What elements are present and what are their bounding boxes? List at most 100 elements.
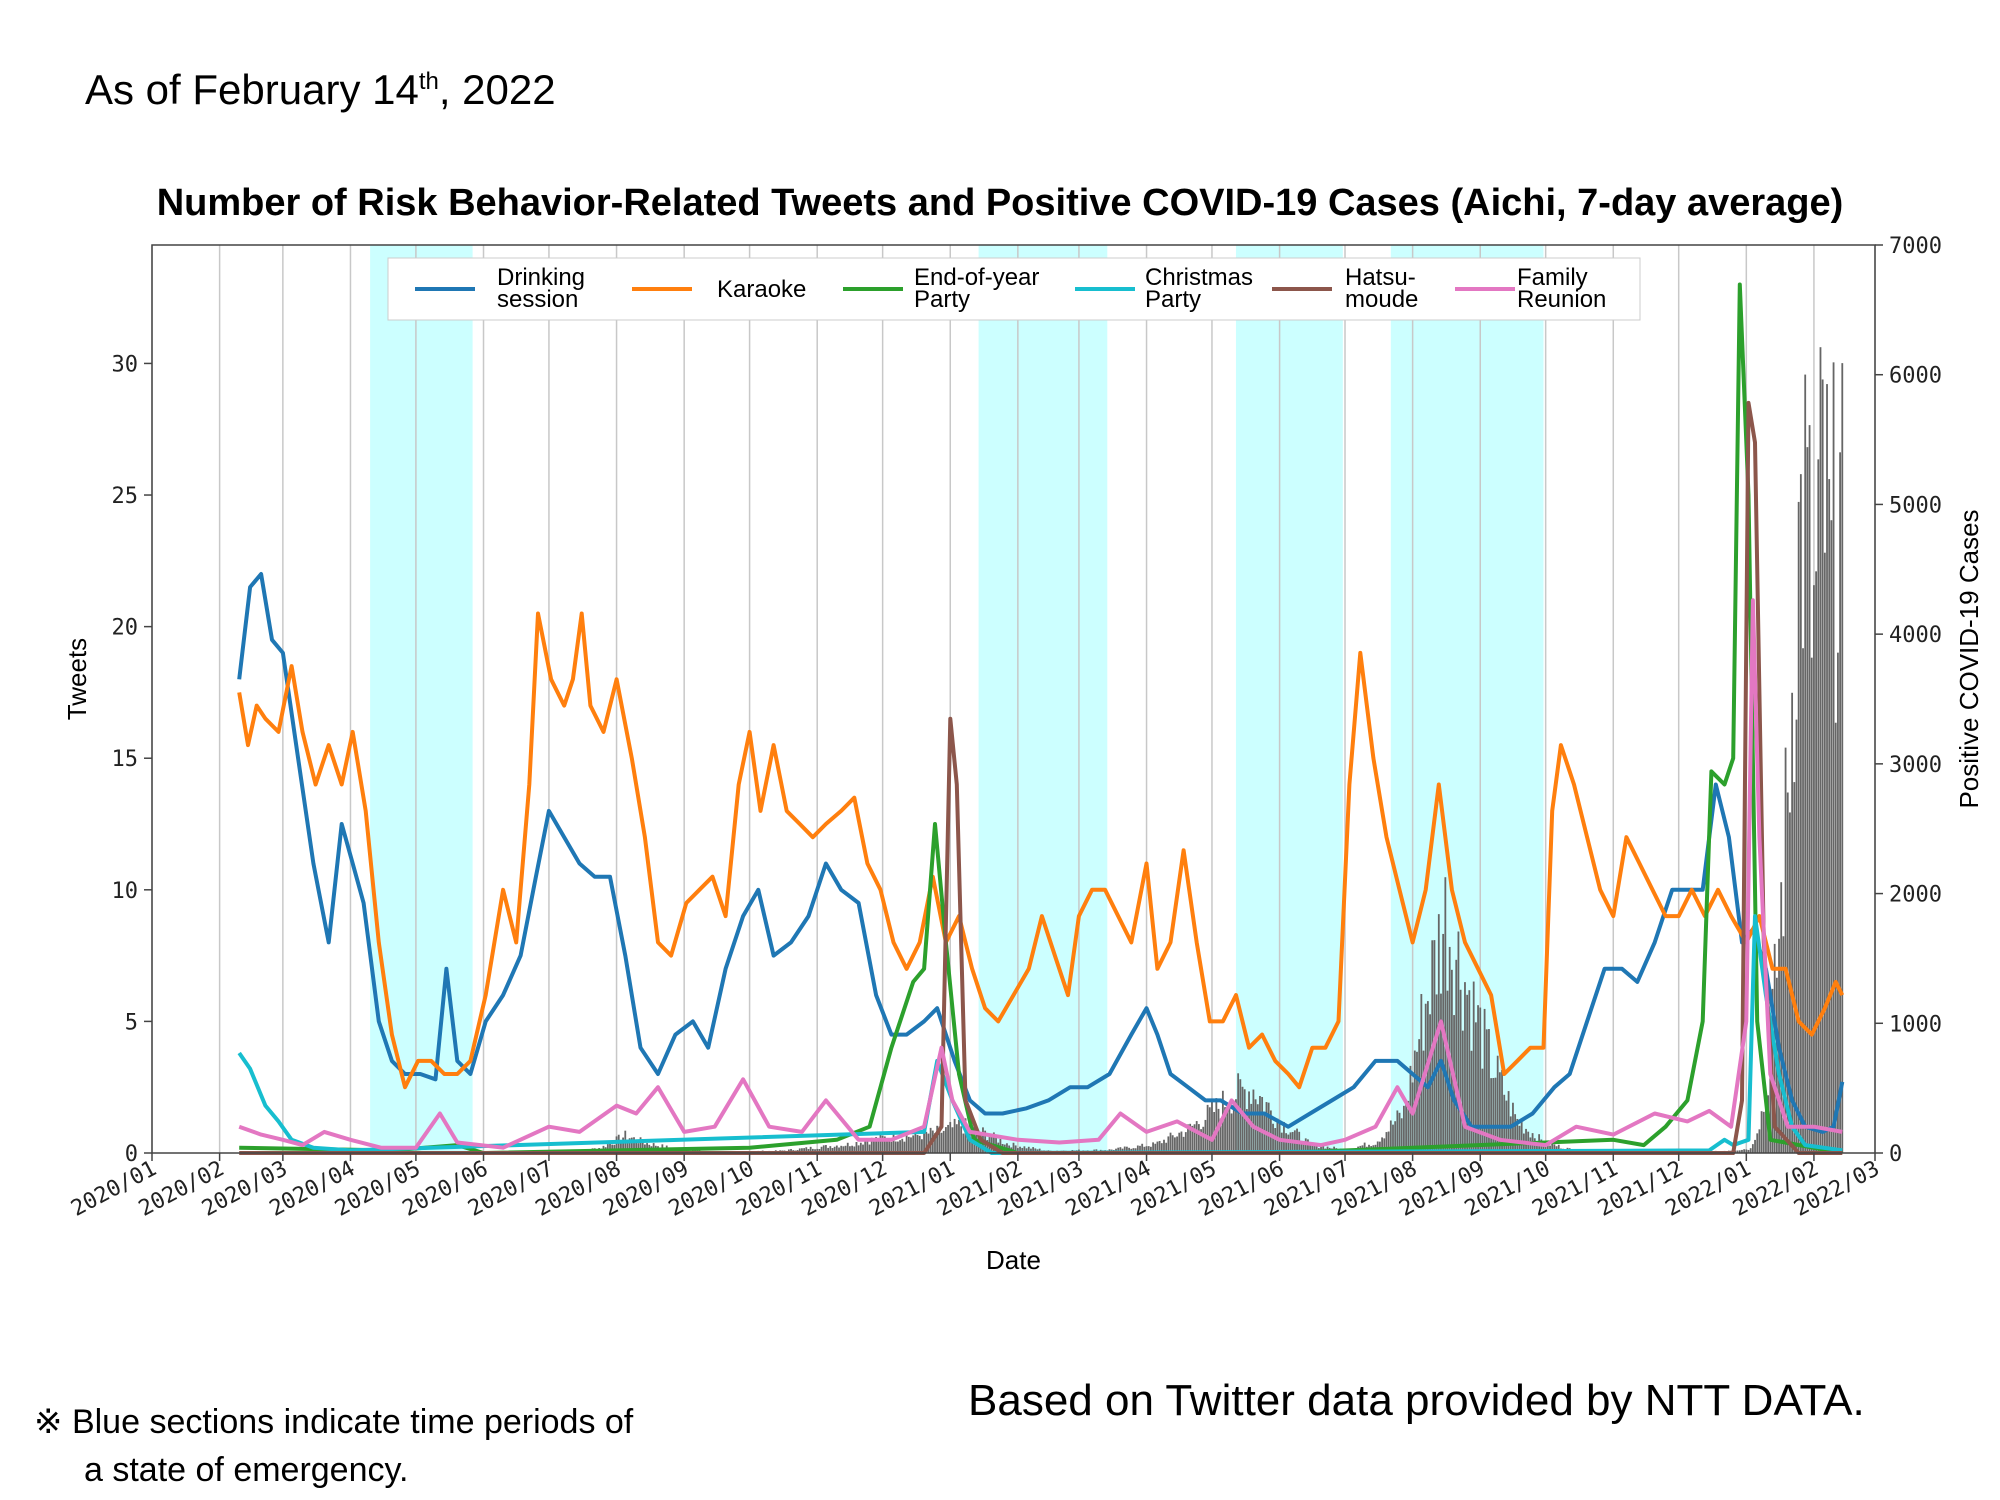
- cases-bar: [1749, 1148, 1752, 1153]
- cases-bar: [1123, 1146, 1126, 1153]
- cases-bar: [1442, 933, 1445, 1153]
- cases-bar: [1830, 520, 1833, 1153]
- cases-bar: [615, 1136, 618, 1153]
- cases-bar: [951, 1127, 954, 1153]
- cases-bar: [1536, 1142, 1538, 1153]
- cases-bar: [1784, 747, 1787, 1153]
- cases-bar: [1012, 1142, 1015, 1153]
- emergency-band: [1235, 245, 1343, 1153]
- cases-bar: [1797, 501, 1800, 1153]
- cases-bar: [1518, 1125, 1521, 1153]
- cases-bar: [953, 1118, 956, 1153]
- y2-tick-label: 7000: [1889, 234, 1942, 259]
- cases-bar: [1793, 782, 1796, 1153]
- cases-bar: [866, 1141, 869, 1153]
- cases-bar: [1496, 1055, 1499, 1153]
- cases-bar: [1832, 362, 1835, 1154]
- cases-bar: [881, 1135, 884, 1153]
- cases-bar: [1241, 1086, 1244, 1153]
- cases-bar: [1494, 1077, 1497, 1153]
- y2-axis-label: Positive COVID-19 Cases: [1954, 509, 1984, 808]
- legend-label: Party: [914, 286, 970, 313]
- emergency-band: [978, 245, 1108, 1153]
- cases-bar: [1828, 479, 1831, 1154]
- cases-bar: [1023, 1146, 1026, 1153]
- cases-bar: [1400, 1118, 1403, 1153]
- cases-bar: [873, 1140, 875, 1153]
- cases-bar: [1392, 1124, 1394, 1153]
- cases-bar: [1119, 1147, 1122, 1153]
- cases-bar: [835, 1145, 838, 1153]
- cases-bar: [851, 1145, 854, 1153]
- cases-bar: [1016, 1148, 1019, 1153]
- cases-bar: [892, 1133, 895, 1153]
- cases-bar: [803, 1148, 806, 1153]
- cases-bar: [859, 1142, 862, 1153]
- cases-bar: [1546, 1140, 1549, 1153]
- cases-bar: [1385, 1132, 1388, 1153]
- cases-bar: [1150, 1146, 1152, 1153]
- cases-bar: [1813, 585, 1815, 1153]
- cases-bar: [1457, 931, 1460, 1153]
- cases-bar: [1206, 1104, 1209, 1153]
- cases-bar: [840, 1145, 843, 1153]
- cases-bar: [1817, 459, 1820, 1153]
- cases-bar: [1472, 981, 1475, 1153]
- cases-bar: [1477, 1005, 1479, 1153]
- cases-bar: [1311, 1143, 1314, 1153]
- cases-bar: [1741, 1149, 1743, 1153]
- cases-bar: [947, 1124, 949, 1153]
- cases-bar: [920, 1139, 923, 1153]
- cases-bar: [1030, 1148, 1032, 1153]
- cases-bar: [1163, 1139, 1165, 1153]
- cases-bar: [916, 1134, 919, 1153]
- cases-bar: [827, 1147, 830, 1153]
- cases-bar: [1751, 1144, 1754, 1153]
- cases-bar: [1285, 1133, 1288, 1153]
- cases-bar: [910, 1137, 912, 1153]
- cases-bar: [831, 1148, 834, 1153]
- cases-bar: [1269, 1110, 1272, 1153]
- chart: 2020/012020/022020/032020/042020/052020/…: [62, 234, 1984, 1275]
- cases-bar: [870, 1137, 873, 1153]
- cases-bar: [960, 1126, 963, 1153]
- y-tick-label: 30: [112, 352, 139, 377]
- cases-bar: [857, 1145, 860, 1153]
- cases-bar: [825, 1145, 827, 1153]
- cases-bar: [1756, 1133, 1759, 1153]
- cases-bar: [1278, 1121, 1281, 1153]
- cases-bar: [1182, 1136, 1185, 1153]
- cases-bar: [635, 1141, 638, 1153]
- cases-bar: [1141, 1143, 1144, 1153]
- cases-bar: [1507, 1091, 1510, 1153]
- cases-bar: [940, 1132, 943, 1153]
- cases-bar: [1407, 1100, 1410, 1153]
- cases-bar: [820, 1146, 823, 1153]
- y-tick-label: 10: [112, 879, 139, 904]
- cases-bar: [1025, 1148, 1028, 1153]
- cases-bar: [1769, 1038, 1772, 1153]
- cases-bar: [938, 1126, 941, 1153]
- chart-title: Number of Risk Behavior-Related Tweets a…: [156, 182, 1844, 224]
- legend-label: Hatsu-: [1345, 264, 1416, 291]
- y-axis-label: Tweets: [62, 638, 92, 720]
- cases-bar: [1021, 1147, 1024, 1153]
- cases-bar: [1235, 1099, 1237, 1153]
- cases-bar: [1799, 474, 1802, 1153]
- cases-bar: [1398, 1112, 1401, 1153]
- cases-bar: [1202, 1126, 1205, 1153]
- cases-bar: [1459, 989, 1462, 1153]
- cases-bar: [1224, 1107, 1226, 1153]
- cases-bar: [1139, 1145, 1141, 1153]
- cases-bar: [1230, 1113, 1233, 1153]
- y-tick-label: 0: [125, 1142, 138, 1167]
- cases-bar: [1839, 452, 1842, 1153]
- cases-bar: [1765, 1099, 1767, 1153]
- cases-bar: [1193, 1124, 1196, 1153]
- cases-bar: [1219, 1118, 1222, 1153]
- cases-bar: [1283, 1121, 1285, 1153]
- cases-bar: [1136, 1145, 1139, 1153]
- cases-bar: [1226, 1108, 1229, 1153]
- y2-tick-label: 5000: [1889, 493, 1942, 518]
- cases-bar: [955, 1124, 958, 1153]
